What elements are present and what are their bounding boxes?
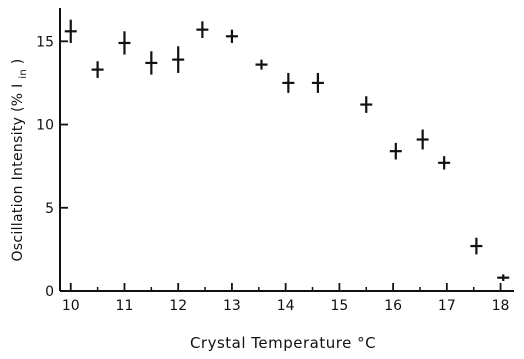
data-points — [64, 19, 510, 282]
y-axis-label-subscript: in — [18, 69, 29, 79]
y-axis-label-main: Oscillation Intensity (% I — [10, 83, 26, 261]
data-point — [118, 31, 131, 55]
data-point — [470, 237, 483, 255]
x-tick-label: 11 — [116, 298, 134, 314]
data-point — [255, 59, 268, 70]
data-point — [360, 96, 373, 113]
x-tick-label: 17 — [438, 298, 456, 314]
data-point — [282, 72, 295, 93]
y-tick-label: 15 — [36, 34, 54, 50]
data-point — [497, 274, 510, 282]
axes — [59, 8, 514, 292]
axis-labels: Crystal Temperature °C Oscillation Inten… — [10, 58, 376, 352]
data-point — [438, 156, 451, 170]
y-axis-label-suffix: ) — [10, 58, 26, 64]
data-point — [145, 51, 158, 75]
x-tick-label: 18 — [492, 298, 510, 314]
y-tick-label: 0 — [45, 284, 54, 300]
x-tick-label: 14 — [277, 298, 295, 314]
y-tick-label: 5 — [45, 201, 54, 217]
x-tick-label: 12 — [169, 298, 187, 314]
y-tick-label: 10 — [36, 118, 54, 134]
data-point — [311, 72, 324, 93]
x-axis-label: Crystal Temperature °C — [190, 334, 376, 352]
data-point — [416, 129, 429, 150]
data-point — [64, 19, 77, 43]
x-tick-label: 10 — [62, 298, 80, 314]
x-tick-label: 13 — [223, 298, 241, 314]
data-point — [389, 142, 402, 160]
data-point — [225, 29, 238, 43]
ticks: 10 11 12 13 14 15 16 17 18 0 5 10 15 — [36, 34, 509, 314]
data-point — [196, 21, 209, 38]
y-axis-label: Oscillation Intensity (% I in ) — [10, 58, 30, 261]
x-tick-label: 15 — [330, 298, 348, 314]
data-point — [172, 46, 185, 73]
x-tick-label: 16 — [384, 298, 402, 314]
data-point — [91, 61, 104, 78]
